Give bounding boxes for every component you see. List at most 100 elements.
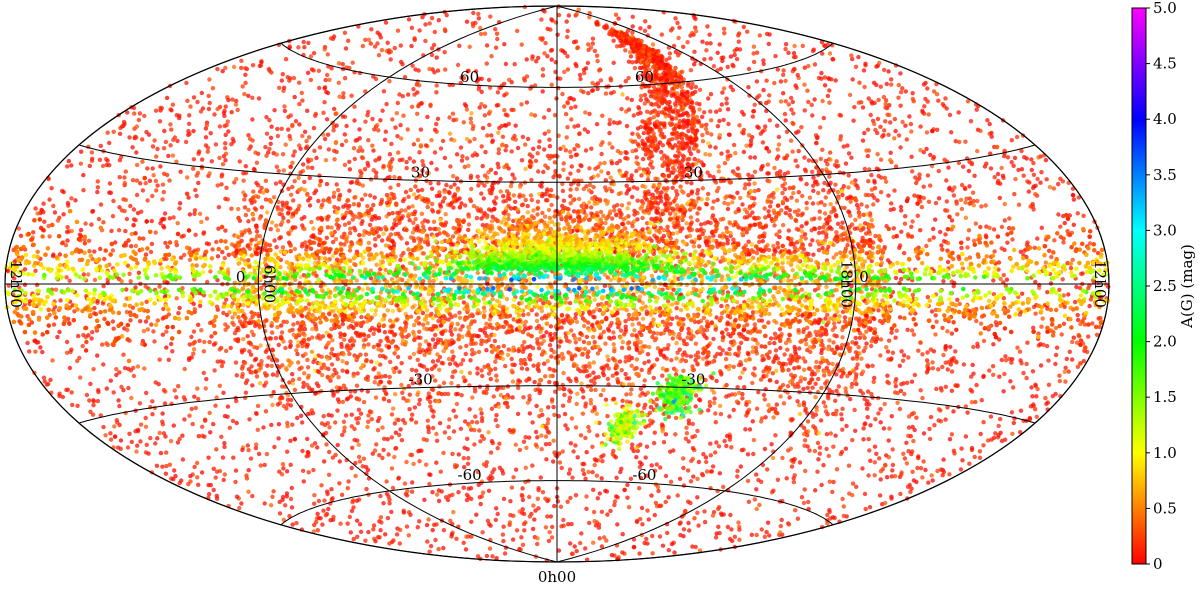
star-point [193, 232, 198, 237]
star-point [727, 132, 732, 137]
star-point [299, 90, 304, 96]
star-point [698, 169, 703, 175]
star-point [515, 411, 521, 417]
star-point [148, 249, 154, 255]
star-point [971, 371, 976, 376]
star-point [714, 440, 719, 445]
star-point [892, 188, 897, 193]
star-point [897, 363, 902, 368]
star-point [396, 476, 401, 481]
star-point [177, 305, 182, 311]
star-point [152, 138, 157, 143]
star-point [1010, 237, 1015, 242]
star-point [167, 216, 172, 221]
star-point [534, 403, 539, 409]
star-point [357, 522, 363, 527]
star-point [965, 236, 971, 241]
star-point [227, 425, 232, 430]
star-point [166, 357, 171, 362]
star-point [222, 472, 227, 477]
star-point [502, 42, 507, 47]
star-point [611, 38, 616, 43]
star-point [718, 66, 723, 72]
star-point [1048, 281, 1054, 286]
star-point [988, 414, 994, 419]
star-point [78, 227, 84, 233]
star-point [407, 392, 412, 397]
star-point [590, 409, 595, 414]
star-point [378, 362, 383, 367]
star-point [790, 99, 795, 105]
star-point [196, 482, 201, 487]
star-point [885, 349, 891, 354]
star-point [201, 230, 207, 235]
star-point [695, 218, 700, 223]
star-point [813, 488, 818, 493]
star-point [751, 51, 756, 56]
star-point [334, 149, 339, 155]
star-point [686, 421, 692, 426]
star-point [535, 435, 540, 440]
star-point [511, 428, 516, 434]
star-point [696, 523, 701, 528]
star-point [660, 373, 665, 378]
star-point [936, 98, 941, 103]
star-point [639, 367, 644, 373]
star-point [536, 145, 542, 150]
star-point [101, 424, 106, 430]
star-point [95, 353, 100, 358]
star-point [487, 190, 493, 196]
star-point [741, 328, 746, 333]
star-point [574, 63, 579, 69]
star-point [996, 423, 1001, 429]
star-point [934, 386, 939, 392]
star-point [762, 534, 767, 539]
star-point [105, 130, 110, 135]
star-point [201, 370, 206, 376]
star-point [277, 85, 282, 91]
star-point [847, 92, 853, 98]
star-point [765, 520, 771, 525]
star-point [376, 215, 382, 221]
star-point [1018, 358, 1023, 363]
star-point [81, 272, 87, 277]
star-point [90, 208, 96, 214]
star-point [592, 48, 598, 54]
star-point [255, 427, 260, 432]
star-point [724, 225, 729, 231]
star-point [168, 143, 173, 148]
star-point [574, 12, 579, 17]
star-point [352, 104, 357, 109]
star-point [890, 462, 896, 468]
star-point [1032, 245, 1038, 250]
star-point [892, 116, 898, 122]
star-point [288, 438, 293, 443]
star-point [277, 499, 282, 505]
star-point [78, 375, 83, 380]
star-point [928, 152, 933, 158]
star-point [955, 212, 960, 217]
star-point [404, 165, 409, 171]
star-point [527, 514, 533, 519]
star-point [782, 111, 788, 117]
star-point [572, 147, 577, 152]
star-point [484, 61, 489, 66]
star-point [501, 524, 506, 529]
star-point [108, 378, 114, 383]
star-point [697, 398, 703, 403]
star-point [763, 415, 768, 420]
star-point [827, 509, 832, 515]
star-point [614, 494, 619, 499]
star-point [1071, 335, 1077, 340]
star-point [802, 443, 807, 448]
star-point [210, 247, 215, 252]
star-point [697, 107, 702, 112]
star-point [970, 362, 975, 368]
star-point [253, 150, 258, 155]
star-point [103, 433, 108, 438]
star-point [302, 215, 307, 220]
star-point [345, 486, 350, 491]
star-point [752, 366, 757, 371]
star-point [524, 100, 530, 105]
star-point [878, 477, 883, 482]
